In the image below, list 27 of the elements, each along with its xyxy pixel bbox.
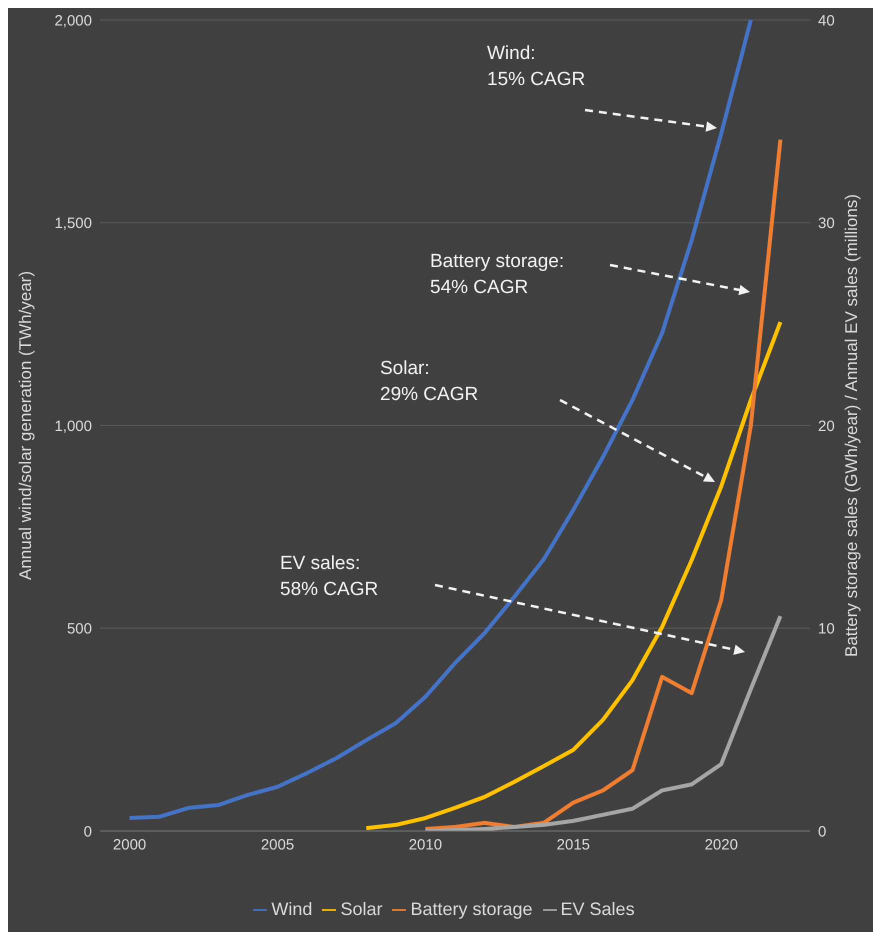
- y-tick-label: 0: [84, 823, 92, 840]
- annotation: Solar: 29% CAGR: [380, 358, 478, 405]
- y-axis-title: Annual wind/solar generation (TWh/year): [16, 271, 36, 580]
- annotation: EV sales: 58% CAGR: [280, 552, 378, 600]
- legend-label: Battery storage: [410, 899, 533, 919]
- annotation: Battery storage: 54% CAGR: [430, 250, 564, 298]
- y-tick-label: 2,000: [54, 12, 92, 30]
- x-tick-label: 2015: [556, 836, 590, 854]
- y2-tick-label: 20: [818, 418, 835, 435]
- y2-tick-label: 10: [818, 620, 835, 638]
- x-tick-label: 2005: [260, 836, 294, 854]
- legend-label: Solar: [340, 899, 382, 919]
- x-tick-label: 2010: [408, 836, 442, 854]
- y2-tick-label: 0: [818, 823, 826, 840]
- y2-axis-title: Battery storage sales (GWh/year) / Annual EV sales (millions): [842, 194, 862, 657]
- legend-label: Wind: [271, 899, 312, 919]
- line-series: [128, 20, 753, 820]
- annotation: Wind: 15% CAGR: [487, 42, 586, 90]
- y2-tick-label: 40: [818, 12, 835, 30]
- y2-tick-label: 30: [818, 215, 835, 232]
- x-tick-label: 2000: [112, 836, 146, 854]
- line-series: [423, 614, 782, 831]
- y-tick-label: 1,000: [54, 418, 92, 435]
- x-tick-label: 2020: [704, 836, 738, 854]
- legend-label: EV Sales: [560, 899, 635, 919]
- y-tick-label: 500: [66, 620, 92, 638]
- y-tick-label: 1,500: [54, 215, 92, 232]
